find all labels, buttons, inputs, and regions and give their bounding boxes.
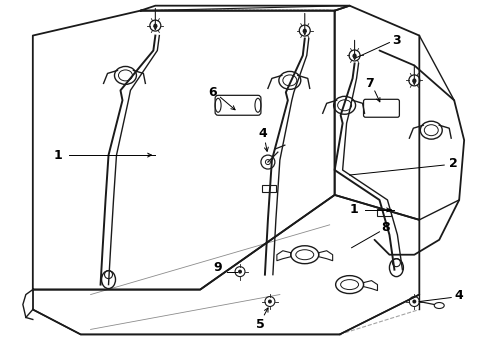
- Text: 1: 1: [54, 149, 62, 162]
- Text: 9: 9: [213, 261, 222, 274]
- Text: 8: 8: [381, 221, 389, 234]
- Bar: [377, 209, 390, 216]
- Text: 4: 4: [453, 289, 462, 302]
- Circle shape: [153, 24, 157, 28]
- Text: 5: 5: [255, 318, 264, 331]
- Circle shape: [411, 78, 415, 82]
- Text: 4: 4: [258, 127, 267, 140]
- Text: 1: 1: [349, 203, 358, 216]
- Text: 3: 3: [392, 34, 400, 47]
- Circle shape: [238, 270, 242, 274]
- Circle shape: [352, 54, 356, 58]
- Circle shape: [411, 300, 415, 303]
- Circle shape: [302, 28, 306, 32]
- Circle shape: [267, 300, 271, 303]
- Text: 6: 6: [207, 86, 216, 99]
- Text: 7: 7: [365, 77, 373, 90]
- Bar: [262, 185, 275, 192]
- Text: 2: 2: [448, 157, 457, 170]
